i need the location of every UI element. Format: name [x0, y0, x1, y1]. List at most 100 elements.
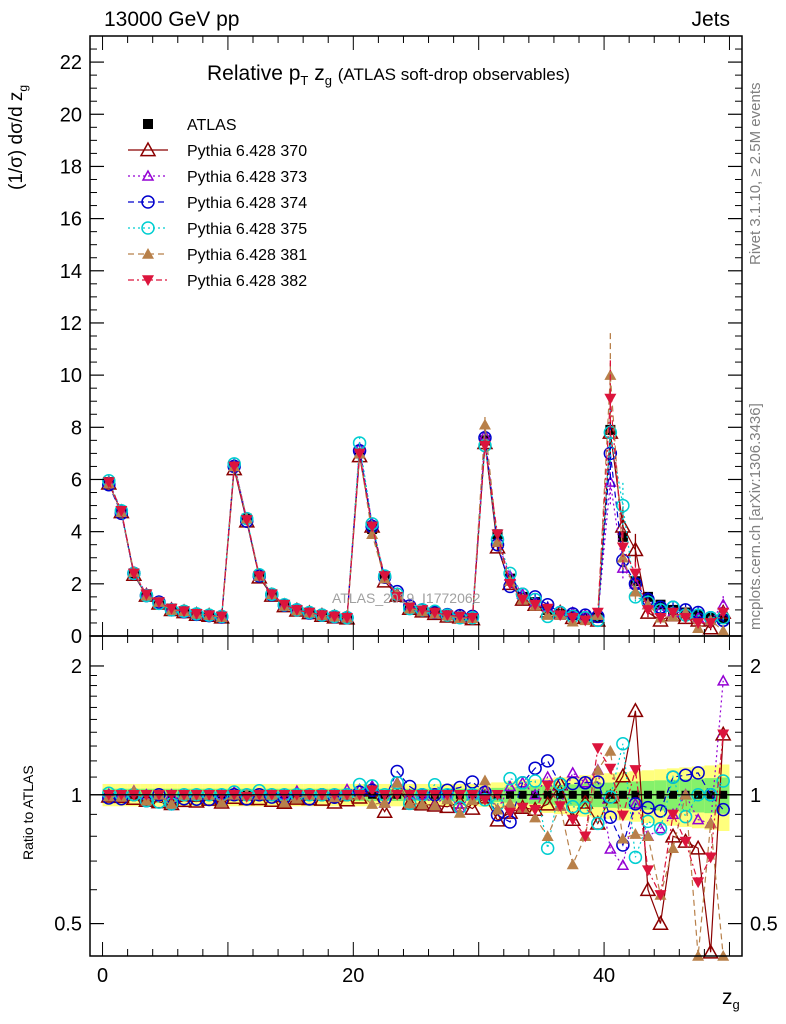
- series-1-ratio-point: [652, 915, 669, 930]
- legend: ATLAS Pythia 6.428 370 Pythia 6.428 373 Pyt…: [128, 117, 307, 290]
- series-5-ratio-point: [215, 796, 228, 808]
- series-5-ratio-point: [453, 806, 466, 818]
- series-2-ratio-point: [616, 858, 630, 871]
- series-6-point: [604, 393, 617, 405]
- series-4-ratio-point: [641, 814, 655, 829]
- title-sub: T: [300, 73, 309, 89]
- series-6-point: [692, 618, 705, 629]
- y-tick-label: 8: [71, 417, 82, 439]
- y-tick-label: 0: [71, 626, 82, 648]
- series-6-point: [466, 612, 479, 624]
- series-1-ratio-point: [439, 798, 456, 814]
- ratio-y-tick-label-right: 1: [750, 785, 761, 807]
- series-6-point: [579, 615, 592, 627]
- series-6-ratio-point: [441, 789, 454, 801]
- series-4-ratio-point: [553, 777, 567, 791]
- y-tick-label: 14: [60, 261, 82, 283]
- series-5-ratio-point: [478, 774, 491, 786]
- series-5-ratio-point: [491, 803, 504, 815]
- series-1-ratio-point: [539, 795, 556, 811]
- series-2-ratio-point: [566, 766, 580, 778]
- series-6-point: [253, 571, 266, 582]
- series-2-ratio-point: [604, 842, 617, 854]
- series-2-ratio-point: [503, 779, 517, 792]
- series-6-point: [115, 505, 128, 517]
- series-6-point: [215, 611, 228, 623]
- series-6-point: [591, 607, 604, 619]
- series-1-point: [702, 619, 719, 635]
- series-5-ratio-point: [416, 798, 429, 810]
- series-6-point: [478, 440, 491, 452]
- legend-label: Pythia 6.428 374: [187, 195, 307, 212]
- series-6-ratio-point: [704, 852, 717, 864]
- series-6-ratio-point: [403, 789, 416, 801]
- series-6-ratio-point: [667, 809, 680, 821]
- series-6-ratio-point: [178, 789, 191, 801]
- series-6-ratio-point: [127, 789, 140, 801]
- legend-marker: [142, 248, 154, 259]
- series-3-ratio-point: [641, 800, 655, 815]
- series-5-ratio-point: [541, 830, 554, 842]
- legend-marker: [141, 221, 155, 235]
- series-6-point: [203, 610, 216, 622]
- series-6-point: [516, 594, 529, 606]
- ratio-y-tick-label: 0.5: [54, 914, 82, 936]
- series-6-point: [654, 612, 667, 624]
- series-1-ratio-point: [464, 800, 481, 815]
- series-6-point: [366, 521, 379, 533]
- legend-label: Pythia 6.428 381: [187, 247, 307, 264]
- title-z: z: [314, 62, 325, 85]
- series-3-ratio-point: [540, 754, 555, 768]
- series-5-point: [717, 624, 730, 636]
- ylabel-sub: g: [15, 84, 30, 92]
- series-6-point: [328, 611, 341, 623]
- series-6-ratio-point: [629, 765, 642, 776]
- title-zsub: g: [324, 73, 332, 89]
- plot-title: Relative pT zg (ATLAS soft-drop observab…: [207, 62, 570, 88]
- series-6-point: [541, 603, 554, 615]
- series-1-ratio-point: [614, 767, 632, 783]
- series-5-ratio-point: [566, 858, 579, 870]
- series-4-ratio-point: [616, 737, 630, 751]
- series-6-point: [140, 589, 153, 601]
- series-6-point: [453, 611, 466, 623]
- legend-label: Pythia 6.428 375: [187, 221, 307, 238]
- xlabel-text: z: [722, 986, 733, 1009]
- series-6-ratio-point: [165, 789, 178, 801]
- legend-marker: [139, 141, 157, 157]
- series-5-ratio-point: [667, 842, 680, 854]
- series-6-point: [641, 605, 654, 616]
- y-tick-label: 22: [60, 52, 82, 74]
- y-tick-label: 6: [71, 469, 82, 491]
- series-5-point: [478, 418, 491, 430]
- series-6-ratio-point: [591, 743, 604, 755]
- x-tick-label: 20: [342, 965, 364, 987]
- side-text-rivet: Rivet 3.1.10, ≥ 2.5M events: [747, 82, 764, 266]
- series-2-ratio-point: [629, 797, 642, 809]
- series-5-ratio-point: [529, 811, 542, 823]
- series-5-ratio-point: [679, 788, 692, 800]
- series-4-ratio-point: [653, 821, 668, 836]
- series-6-ratio-point: [453, 789, 466, 801]
- series-6-point: [629, 568, 642, 580]
- series-3-ratio-point: [678, 768, 693, 782]
- series-6-ratio-point: [478, 795, 491, 806]
- y-tick-label: 20: [60, 104, 82, 126]
- series-6-ratio-point: [579, 831, 592, 843]
- series-3-ratio-point: [691, 766, 705, 780]
- series-3-ratio-point: [528, 761, 542, 775]
- series-6-ratio-point: [303, 789, 316, 801]
- series-6-ratio-point: [115, 789, 128, 801]
- legend-marker: [142, 275, 154, 286]
- series-5-ratio-point: [278, 796, 291, 808]
- series-6-point: [616, 542, 629, 554]
- side-text-mcplots: mcplots.cern.ch [arXiv:1306.3436]: [747, 403, 764, 630]
- series-6-point: [341, 612, 354, 624]
- x-tick-label: 0: [97, 965, 108, 987]
- series-6-ratio-point: [290, 789, 303, 801]
- series-layer: [100, 333, 732, 636]
- ratio-plot-frame: [89, 635, 743, 957]
- series-6-point: [265, 589, 278, 601]
- ratio-y-tick-label: 2: [71, 656, 82, 678]
